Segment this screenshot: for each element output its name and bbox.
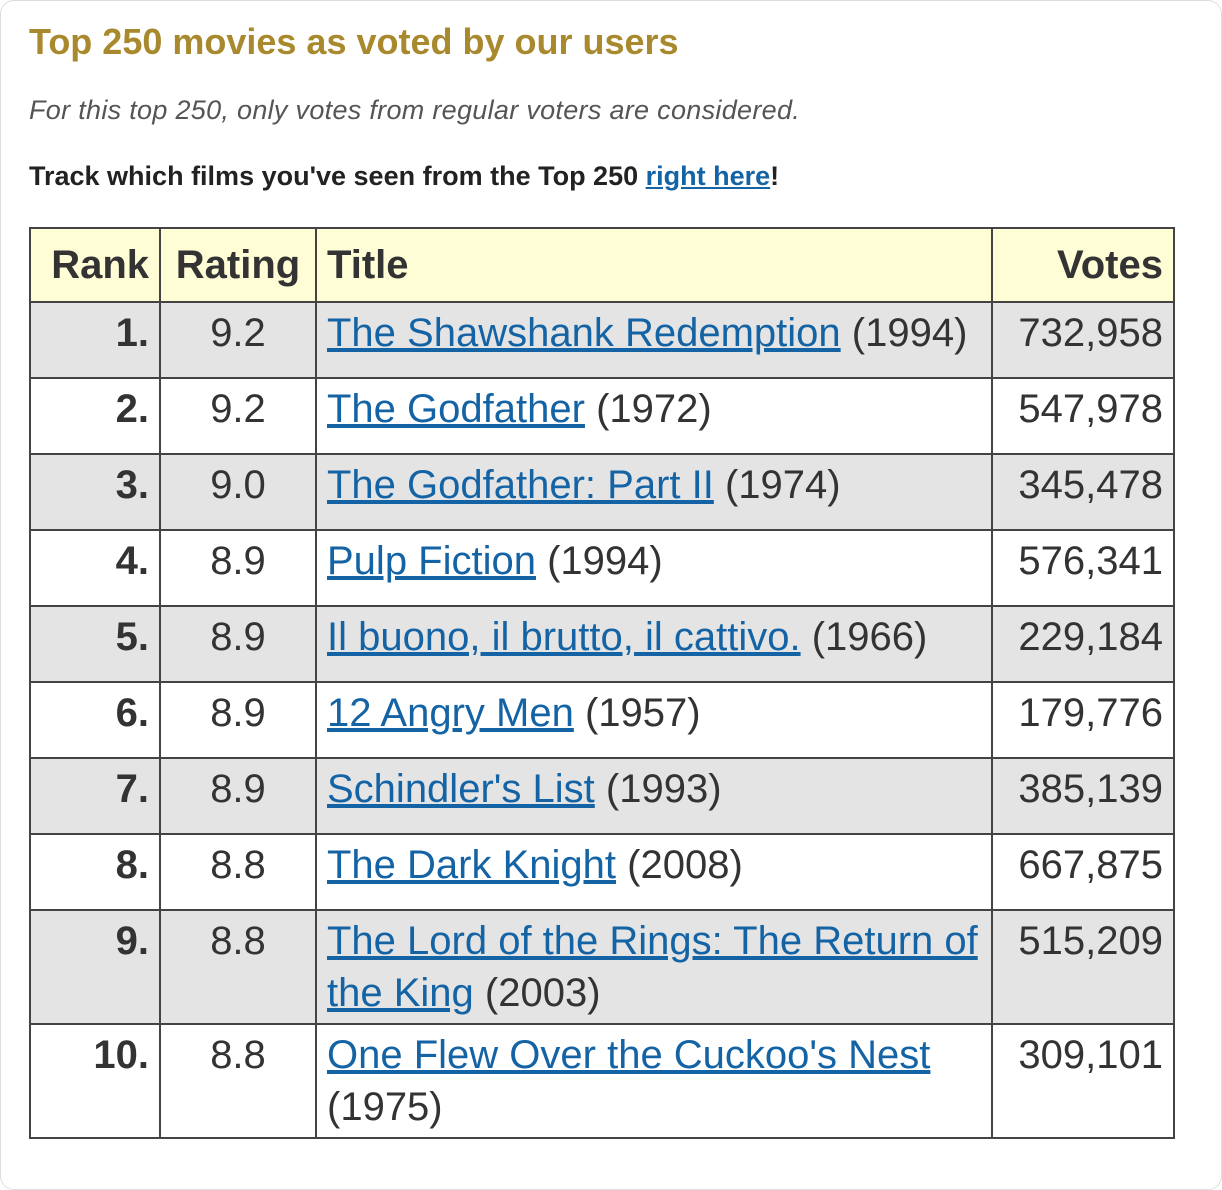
track-link[interactable]: right here	[645, 161, 771, 191]
movie-link[interactable]: Schindler's List	[327, 767, 595, 811]
track-text: Track which films you've seen from the T…	[29, 161, 639, 191]
year: (1994)	[547, 539, 663, 583]
movie-link[interactable]: Pulp Fiction	[327, 539, 536, 583]
title-cell: Pulp Fiction (1994)	[315, 529, 993, 607]
title-cell: The Godfather (1972)	[315, 377, 993, 455]
movie-row: 3. 9.0 The Godfather: Part II (1974) 345,47…	[29, 453, 1175, 531]
movie-row: 4. 8.9 Pulp Fiction (1994) 576,341	[29, 529, 1175, 607]
title-cell: One Flew Over the Cuckoo's Nest (1975)	[315, 1023, 993, 1139]
column-header: Votes	[991, 227, 1175, 303]
track-line: Track which films you've seen from the T…	[29, 161, 779, 192]
title-cell: Il buono, il brutto, il cattivo. (1966)	[315, 605, 993, 683]
votes: 309,101	[991, 1023, 1175, 1139]
votes: 732,958	[991, 301, 1175, 379]
rank: 2.	[29, 377, 161, 455]
rating: 9.2	[159, 301, 317, 379]
movie-link[interactable]: The Lord of the Rings: The Return of the…	[327, 919, 978, 1015]
column-header: Rank	[29, 227, 161, 303]
movie-link[interactable]: 12 Angry Men	[327, 691, 574, 735]
votes: 179,776	[991, 681, 1175, 759]
top-table: Rank Rating Title Votes 1. 9.2 The Shawshank …	[29, 227, 1175, 1139]
rank: 7.	[29, 757, 161, 835]
movie-link[interactable]: Il buono, il brutto, il cattivo.	[327, 615, 801, 659]
rank: 6.	[29, 681, 161, 759]
movie-row: 1. 9.2 The Shawshank Redemption (1994) 732,…	[29, 301, 1175, 379]
rating: 8.9	[159, 529, 317, 607]
column-header: Rating	[159, 227, 317, 303]
title-cell: The Lord of the Rings: The Return of the…	[315, 909, 993, 1025]
rank: 4.	[29, 529, 161, 607]
movie-link[interactable]: The Shawshank Redemption	[327, 311, 841, 355]
year: (2003)	[484, 971, 601, 1015]
votes: 345,478	[991, 453, 1175, 531]
movie-row: 10. 8.8 One Flew Over the Cuckoo's Nest (1…	[29, 1023, 1175, 1139]
rating: 8.9	[159, 757, 317, 835]
rank: 1.	[29, 301, 161, 379]
rank: 10.	[29, 1023, 161, 1139]
movie-link[interactable]: The Godfather: Part II	[327, 463, 714, 507]
movie-row: 9. 8.8 The Lord of the Rings: The Return o…	[29, 909, 1175, 1025]
table-body: 1. 9.2 The Shawshank Redemption (1994) 732,…	[29, 301, 1175, 1139]
year: (1974)	[724, 463, 841, 507]
votes: 667,875	[991, 833, 1175, 911]
movie-row: 2. 9.2 The Godfather (1972) 547,978	[29, 377, 1175, 455]
rating: 8.8	[159, 1023, 317, 1139]
rank: 8.	[29, 833, 161, 911]
page-title: Top 250 movies as voted by our users	[29, 21, 679, 62]
track-end: !	[770, 161, 780, 191]
rating: 8.8	[159, 833, 317, 911]
title-cell: The Dark Knight (2008)	[315, 833, 993, 911]
movie-link[interactable]: The Godfather	[327, 387, 585, 431]
title-cell: 12 Angry Men (1957)	[315, 681, 993, 759]
votes: 229,184	[991, 605, 1175, 683]
column-header: Title	[315, 227, 993, 303]
votes: 576,341	[991, 529, 1175, 607]
votes: 547,978	[991, 377, 1175, 455]
year: (1993)	[605, 767, 722, 811]
year: (1972)	[596, 387, 712, 431]
year: (1957)	[584, 691, 701, 735]
title-cell: Schindler's List (1993)	[315, 757, 993, 835]
subtitle: For this top 250, only votes from regula…	[29, 95, 801, 125]
rating: 8.9	[159, 605, 317, 683]
rank: 9.	[29, 909, 161, 1025]
header-row: Rank Rating Title Votes	[29, 227, 1175, 303]
year: (1966)	[811, 615, 928, 659]
rating: 9.2	[159, 377, 317, 455]
movie-row: 6. 8.9 12 Angry Men (1957) 179,776	[29, 681, 1175, 759]
rating: 8.9	[159, 681, 317, 759]
rank: 3.	[29, 453, 161, 531]
movie-link[interactable]: One Flew Over the Cuckoo's Nest	[327, 1033, 931, 1077]
rank: 5.	[29, 605, 161, 683]
year: (1975)	[327, 1085, 443, 1129]
votes: 385,139	[991, 757, 1175, 835]
title-cell: The Godfather: Part II (1974)	[315, 453, 993, 531]
movie-row: 5. 8.9 Il buono, il brutto, il cattivo. (1…	[29, 605, 1175, 683]
title-cell: The Shawshank Redemption (1994)	[315, 301, 993, 379]
rating: 9.0	[159, 453, 317, 531]
rating: 8.8	[159, 909, 317, 1025]
movie-row: 7. 8.9 Schindler's List (1993) 385,139	[29, 757, 1175, 835]
movie-link[interactable]: The Dark Knight	[327, 843, 617, 887]
year: (1994)	[851, 311, 968, 355]
movie-row: 8. 8.8 The Dark Knight (2008) 667,875	[29, 833, 1175, 911]
votes: 515,209	[991, 909, 1175, 1025]
year: (2008)	[627, 843, 743, 887]
